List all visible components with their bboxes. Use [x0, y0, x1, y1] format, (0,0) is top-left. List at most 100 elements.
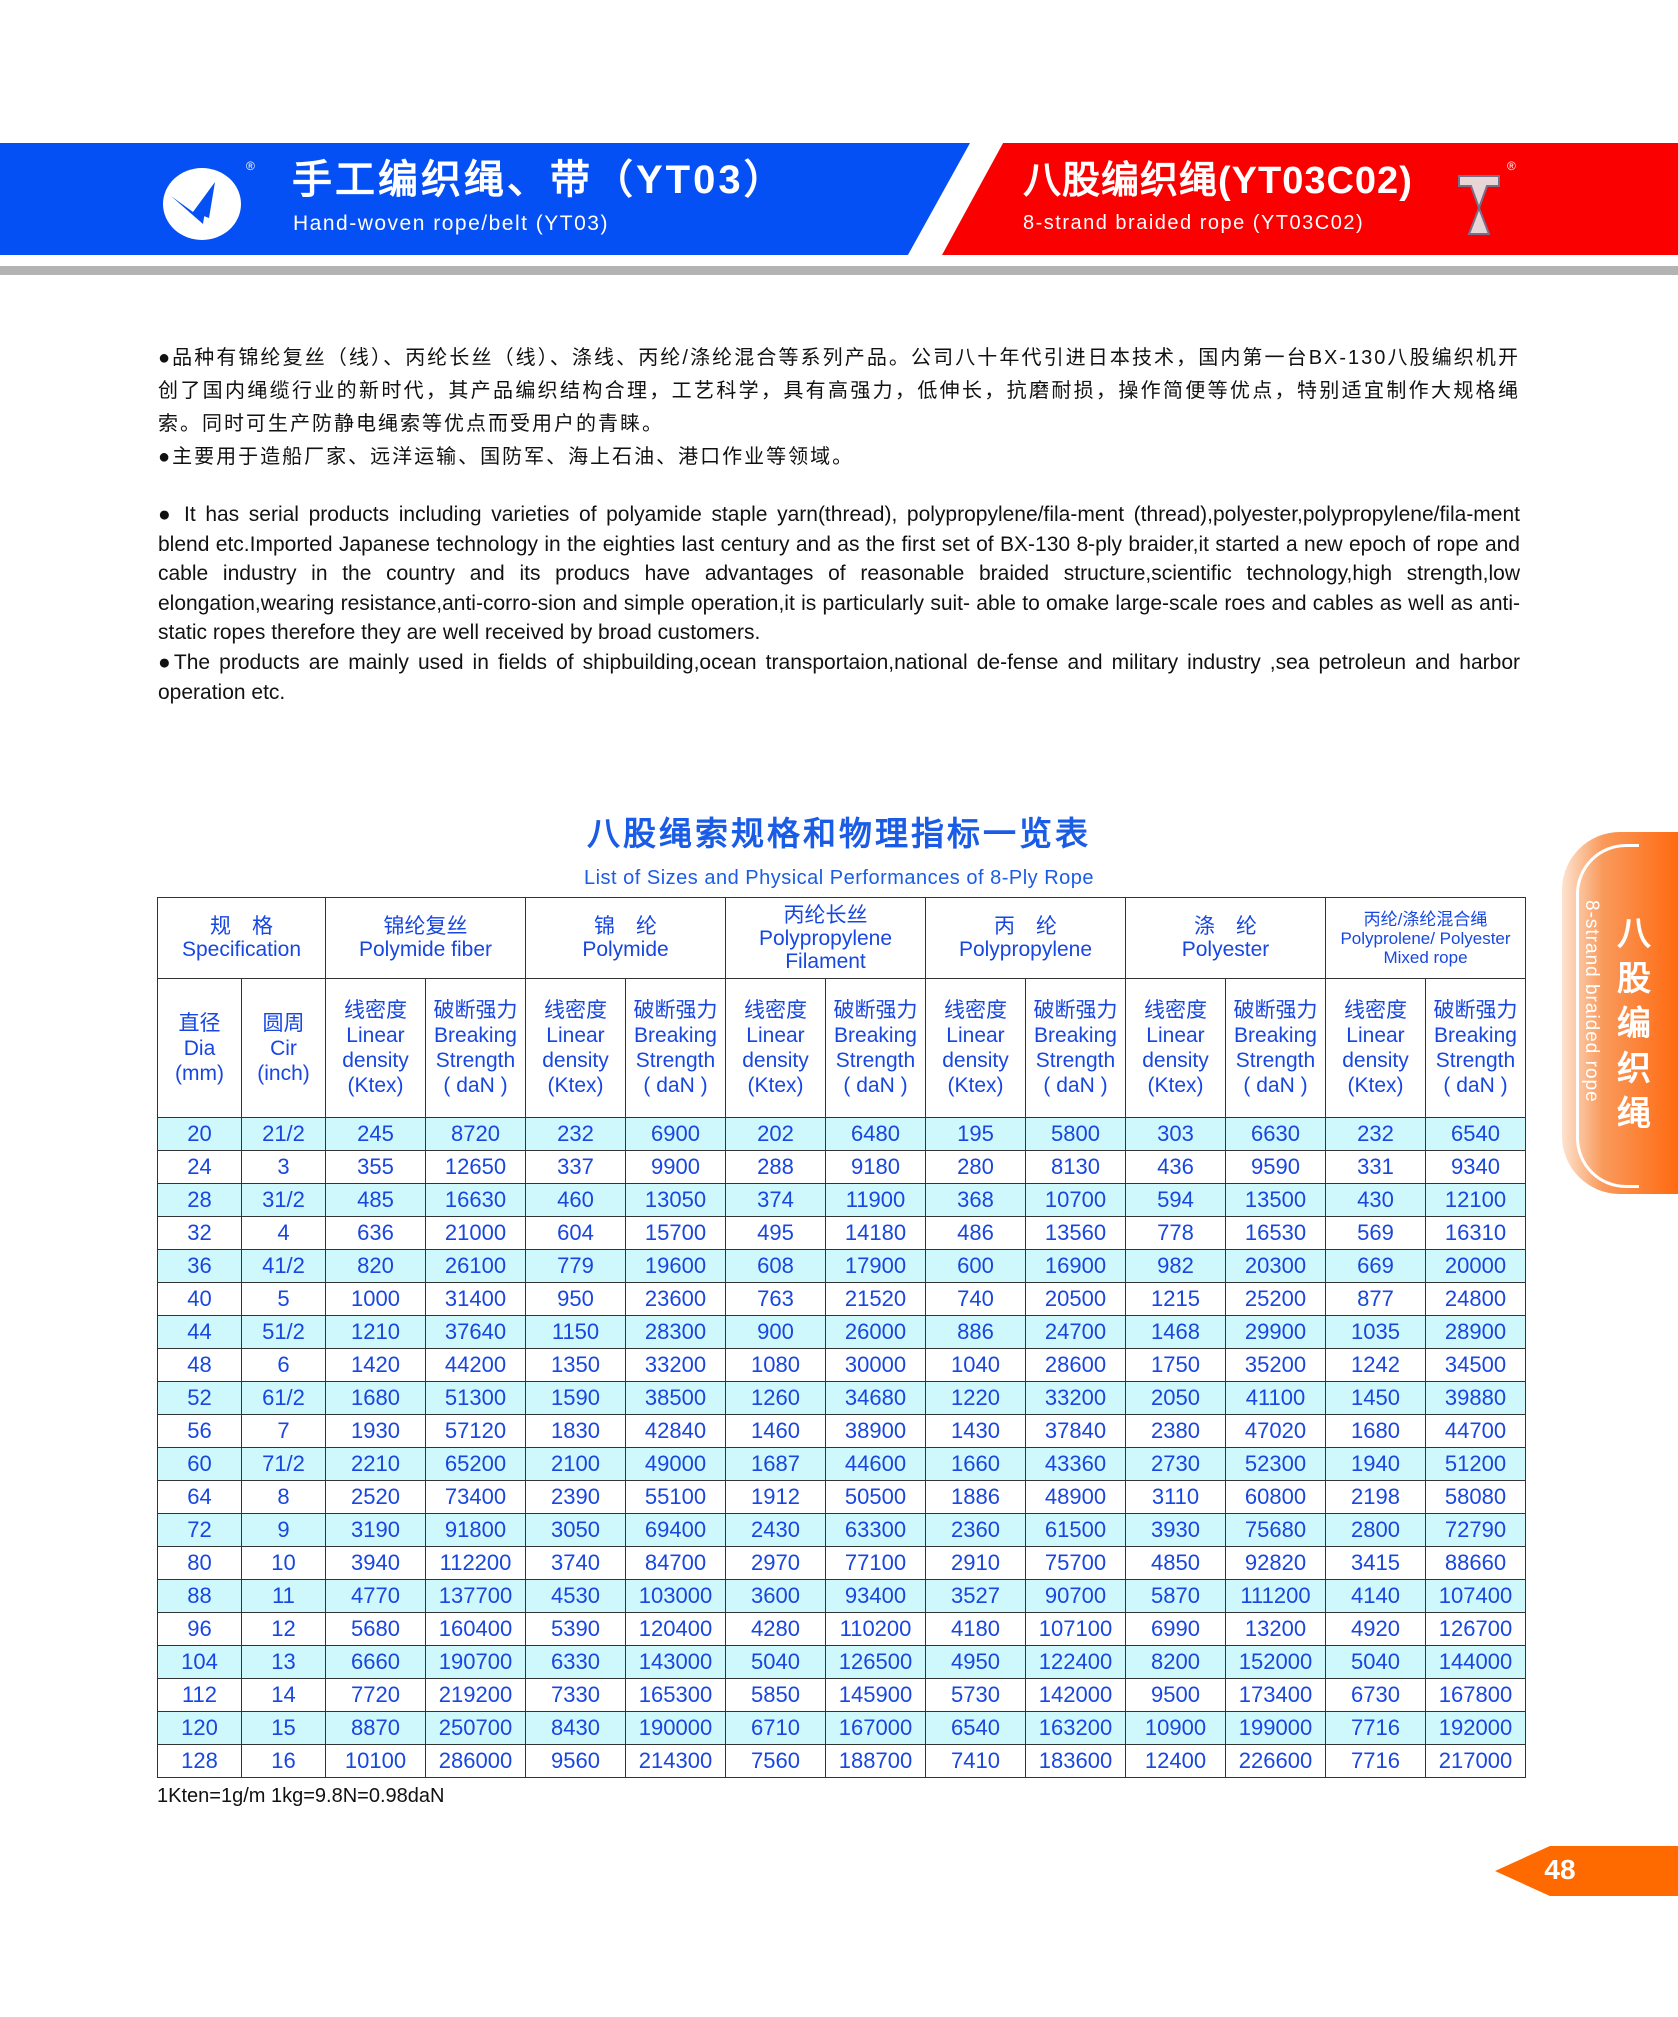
- table-cell: 1687: [725, 1447, 826, 1481]
- group-header: 丙纶长丝 Polypropylene Filament: [725, 897, 926, 979]
- table-cell: 3740: [525, 1546, 626, 1580]
- table-cell: 5870: [1125, 1579, 1226, 1613]
- table-cell: 11: [241, 1579, 326, 1613]
- side-tab-cn: 八股编织绳: [1617, 915, 1651, 1133]
- table-cell: 142000: [1025, 1678, 1126, 1712]
- table-cell: 41100: [1225, 1381, 1326, 1415]
- table-cell: 2730: [1125, 1447, 1226, 1481]
- table-cell: 1830: [525, 1414, 626, 1448]
- registered-mark-right: ®: [1507, 159, 1516, 173]
- table-cell: 104: [157, 1645, 242, 1679]
- group-header-en: Polyester: [1181, 938, 1270, 961]
- table-cell: 355: [325, 1150, 426, 1184]
- table-cell: 6990: [1125, 1612, 1226, 1646]
- table-cell: 92820: [1225, 1546, 1326, 1580]
- table-cell: 163200: [1025, 1711, 1126, 1745]
- sub-header-breaking-cn: 破断强力: [1233, 999, 1318, 1022]
- group-header-cn: 锦 纶: [594, 915, 657, 938]
- table-cell: 486: [925, 1216, 1026, 1250]
- table-cell: 11900: [825, 1183, 926, 1217]
- table-cell: 232: [525, 1117, 626, 1151]
- table-cell: 14: [241, 1678, 326, 1712]
- table-cell: 6: [241, 1348, 326, 1382]
- table-cell: 7: [241, 1414, 326, 1448]
- table-row: 40 5 1000 31400 950 23600 763 21520 740 20500 1215…: [157, 1282, 1526, 1316]
- table-cell: 36: [157, 1249, 242, 1283]
- table-cell: 10900: [1125, 1711, 1226, 1745]
- table-cell: 112: [157, 1678, 242, 1712]
- brand-mark-icon: [1458, 175, 1500, 235]
- sub-header-breaking-cn: 破断强力: [433, 999, 518, 1022]
- group-header: 涤 纶 Polyester: [1125, 897, 1326, 979]
- intro-cn: ●品种有锦纶复丝（线）、丙纶长丝（线）、涤线、丙纶/涤纶混合等系列产品。公司八十…: [158, 342, 1520, 474]
- table-cell: 26100: [425, 1249, 526, 1283]
- table-cell: 1660: [925, 1447, 1026, 1481]
- table-cell: 6660: [325, 1645, 426, 1679]
- table-cell: 52300: [1225, 1447, 1326, 1481]
- table-cell: 3600: [725, 1579, 826, 1613]
- table-cell: 16: [241, 1744, 326, 1778]
- table-cell: 13: [241, 1645, 326, 1679]
- table-cell: 58080: [1425, 1480, 1526, 1514]
- table-cell: 122400: [1025, 1645, 1126, 1679]
- sub-header-linear-en2: density: [1142, 1049, 1209, 1072]
- table-cell: 6900: [625, 1117, 726, 1151]
- table-cell: 31/2: [241, 1183, 326, 1217]
- table-cell: 44: [157, 1315, 242, 1349]
- table-cell: 2430: [725, 1513, 826, 1547]
- table-row: 64 8 2520 73400 2390 55100 1912 50500 1886 48900 3…: [157, 1480, 1526, 1514]
- table-cell: 12100: [1425, 1183, 1526, 1217]
- table-cell: 120: [157, 1711, 242, 1745]
- sub-header-linear-cn: 线密度: [944, 999, 1007, 1022]
- sub-header-dia-en: Dia: [183, 1036, 216, 1060]
- table-cell: 91800: [425, 1513, 526, 1547]
- group-header-cn: 锦纶复丝: [383, 915, 468, 938]
- sub-header-linear-unit: (Ktex): [1147, 1074, 1204, 1097]
- table-cell: 93400: [825, 1579, 926, 1613]
- table-cell: 6540: [925, 1711, 1026, 1745]
- sub-header-breaking-unit: ( daN ): [1443, 1074, 1508, 1097]
- table-cell: 820: [325, 1249, 426, 1283]
- table-cell: 88660: [1425, 1546, 1526, 1580]
- table-cell: 1460: [725, 1414, 826, 1448]
- table-cell: 52: [157, 1381, 242, 1415]
- table-cell: 2198: [1325, 1480, 1426, 1514]
- sub-header-cir-en: Cir: [270, 1036, 297, 1060]
- table-row: 104 13 6660 190700 6330 143000 5040 126500 4950 1…: [157, 1645, 1526, 1679]
- sub-header-linear-en2: density: [942, 1049, 1009, 1072]
- sub-header-linear-unit: (Ktex): [347, 1074, 404, 1097]
- table-cell: 485: [325, 1183, 426, 1217]
- table-cell: 2360: [925, 1513, 1026, 1547]
- table-cell: 19600: [625, 1249, 726, 1283]
- table-cell: 5800: [1025, 1117, 1126, 1151]
- table-cell: 14180: [825, 1216, 926, 1250]
- table-cell: 217000: [1425, 1744, 1526, 1778]
- table-cell: 337: [525, 1150, 626, 1184]
- table-cell: 8720: [425, 1117, 526, 1151]
- table-cell: 303: [1125, 1117, 1226, 1151]
- table-cell: 4770: [325, 1579, 426, 1613]
- table-cell: 25200: [1225, 1282, 1326, 1316]
- table-cell: 3527: [925, 1579, 1026, 1613]
- table-cell: 219200: [425, 1678, 526, 1712]
- table-cell: 8870: [325, 1711, 426, 1745]
- table-cell: 37840: [1025, 1414, 1126, 1448]
- table-cell: 190000: [625, 1711, 726, 1745]
- sub-header-linear: 线密度 Linear density (Ktex): [1325, 978, 1426, 1118]
- table-row: 56 7 1930 57120 1830 42840 1460 38900 1430 37840 2…: [157, 1414, 1526, 1448]
- group-header: 丙 纶 Polypropylene: [925, 897, 1126, 979]
- table-cell: 107100: [1025, 1612, 1126, 1646]
- page-number: 48: [1544, 1854, 1576, 1885]
- sub-header-breaking-en1: Breaking: [1234, 1024, 1317, 1047]
- table-cell: 42840: [625, 1414, 726, 1448]
- table-cell: 64: [157, 1480, 242, 1514]
- table-cell: 9340: [1425, 1150, 1526, 1184]
- sub-header-linear: 线密度 Linear density (Ktex): [525, 978, 626, 1118]
- sub-header-dia-cn: 直径: [178, 1011, 221, 1035]
- table-cell: 44200: [425, 1348, 526, 1382]
- table-cell: 3930: [1125, 1513, 1226, 1547]
- table-cell: 4140: [1325, 1579, 1426, 1613]
- table-cell: 6630: [1225, 1117, 1326, 1151]
- sub-header-breaking: 破断强力 Breaking Strength( daN ): [825, 978, 926, 1118]
- table-cell: 51/2: [241, 1315, 326, 1349]
